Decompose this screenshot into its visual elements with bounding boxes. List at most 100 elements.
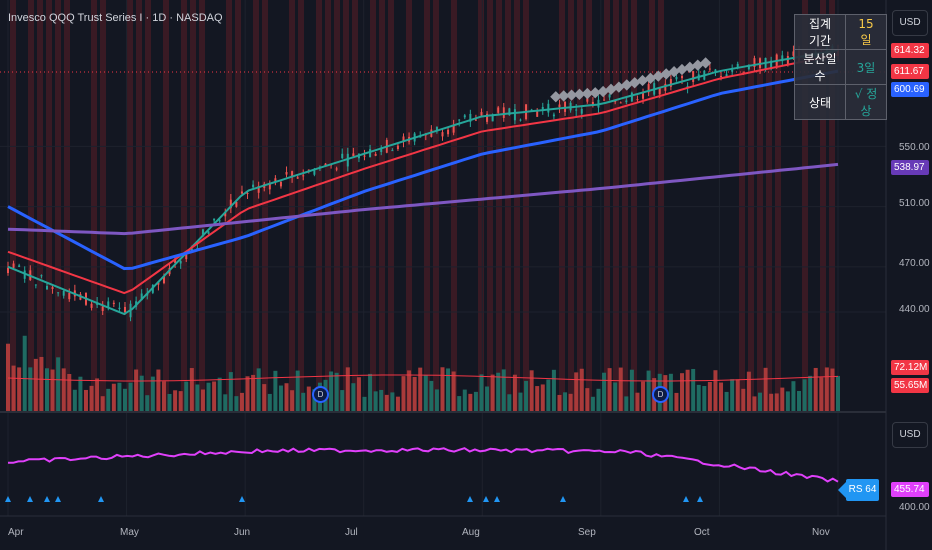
volume-bar: [83, 389, 88, 412]
distribution-band: [10, 0, 16, 412]
distribution-band: [136, 0, 142, 412]
volume-bar: [384, 394, 389, 412]
candle-body: [224, 212, 227, 217]
volume-bar: [613, 382, 618, 412]
candle-body: [447, 129, 450, 135]
volume-bar: [568, 393, 573, 412]
candle-body: [458, 119, 461, 121]
diamond-marker: [628, 77, 641, 89]
distribution-band: [658, 0, 664, 412]
volume-bar: [161, 381, 166, 412]
dividend-event-icon[interactable]: D: [652, 386, 669, 403]
volume-bar: [329, 371, 334, 412]
price-tag-ma-purple: 538.97: [891, 160, 929, 175]
signal-triangles: [5, 496, 703, 502]
volume-bar: [629, 369, 634, 412]
candle-body: [463, 115, 466, 118]
distribution-band: [91, 0, 97, 412]
volume-bar: [33, 358, 38, 412]
volume-bar: [239, 392, 244, 412]
candle-body: [580, 108, 583, 114]
info-row-period: 집계 기간 15일: [794, 14, 887, 50]
candle-body: [502, 107, 505, 118]
price-tick: 550.00: [899, 142, 930, 153]
volume-bar: [496, 372, 501, 412]
candle-body: [307, 169, 310, 171]
volume-bar: [468, 393, 473, 412]
candle-body: [40, 275, 43, 277]
candle-body: [51, 287, 54, 289]
volume-bar: [173, 390, 178, 412]
volume-bar: [6, 343, 10, 412]
candle-body: [614, 101, 617, 103]
distribution-band: [316, 0, 322, 412]
currency-button-lower[interactable]: USD: [892, 422, 928, 448]
volume-bar: [50, 369, 55, 412]
distribution-band: [127, 0, 133, 412]
volume-bar: [540, 384, 545, 412]
signal-triangle: [44, 496, 50, 502]
volume-bar: [189, 368, 194, 412]
volume-bar: [485, 386, 490, 412]
volume-bar: [763, 367, 768, 412]
candle-body: [123, 306, 126, 313]
volume-bar: [590, 396, 595, 412]
candle-body: [218, 220, 221, 222]
diamond-marker: [668, 66, 680, 78]
candle-body: [369, 149, 372, 158]
volume-bar: [273, 370, 278, 412]
volume-bar: [67, 373, 72, 412]
candle-body: [90, 303, 93, 308]
distribution-band: [478, 0, 484, 412]
candle-body: [285, 172, 288, 175]
volume-bar: [646, 370, 651, 412]
distribution-band: [199, 0, 205, 412]
volume-bar: [267, 393, 272, 412]
candle-body: [335, 168, 338, 170]
candle-body: [7, 267, 9, 274]
time-label: Sep: [578, 527, 596, 538]
time-label: May: [120, 527, 139, 538]
signal-triangle: [560, 496, 566, 502]
moving-average-lines: [7, 49, 839, 316]
distribution-band: [343, 0, 349, 412]
volume-bar: [39, 356, 44, 412]
volume-bar: [524, 380, 529, 412]
volume-bar: [702, 386, 707, 412]
volume-bar: [429, 380, 434, 412]
time-label: Apr: [8, 527, 24, 538]
dividend-event-icon[interactable]: D: [312, 386, 329, 403]
ma-line: [7, 53, 839, 295]
volume-bar: [819, 377, 824, 412]
volume-ma-tag: 55.65M: [891, 378, 929, 393]
volume-bar: [178, 391, 183, 412]
distribution-band: [496, 0, 502, 412]
candle-body: [552, 114, 555, 117]
currency-button[interactable]: USD: [892, 10, 928, 36]
candle-body: [486, 113, 489, 122]
volume-bar: [602, 372, 607, 412]
volume-bar: [735, 379, 740, 412]
volume-bar: [106, 388, 111, 412]
volume-bar: [535, 386, 540, 412]
price-tag-ma-blue: 600.69: [891, 82, 929, 97]
distribution-bands: [10, 0, 835, 412]
candle-body: [268, 182, 271, 190]
volume-bar: [730, 379, 735, 412]
volume-bar: [836, 375, 840, 412]
price-tag-last: 614.32: [891, 43, 929, 58]
distribution-band: [505, 0, 511, 412]
candle-body: [380, 148, 383, 153]
candle-body: [18, 265, 21, 267]
distribution-band: [451, 0, 457, 412]
volume-bar: [11, 365, 16, 412]
candle-body: [435, 126, 438, 132]
candle-body: [346, 153, 349, 167]
rs-badge: RS 64: [838, 479, 879, 501]
candle-body: [107, 301, 110, 308]
distribution-band: [622, 0, 628, 412]
distribution-band: [370, 0, 376, 412]
candle-body: [118, 307, 121, 310]
signal-triangle: [697, 496, 703, 502]
